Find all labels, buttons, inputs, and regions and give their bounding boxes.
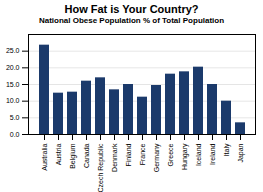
html-text:National Obese Population % of: National Obese Population % of Total Pop… bbox=[38, 16, 225, 25]
svg-text:Greece: Greece bbox=[167, 143, 174, 166]
svg-text:Denmark: Denmark bbox=[111, 143, 118, 172]
svg-text:Canada: Canada bbox=[83, 143, 90, 168]
svg-text:Austria: Austria bbox=[55, 143, 62, 165]
svg-text:Hungary: Hungary bbox=[181, 143, 189, 170]
svg-text:Germany: Germany bbox=[153, 143, 161, 172]
svg-text:Japan: Japan bbox=[237, 143, 245, 162]
svg-text:France: France bbox=[139, 143, 146, 165]
svg-text:15.0: 15.0 bbox=[6, 81, 20, 88]
svg-text:Ireland: Ireland bbox=[209, 143, 216, 165]
svg-text:Australia: Australia bbox=[41, 143, 48, 170]
svg-text:10.0: 10.0 bbox=[6, 97, 20, 104]
svg-text:0.0: 0.0 bbox=[10, 131, 20, 138]
svg-text:5.0: 5.0 bbox=[10, 114, 20, 121]
svg-text:Czech Republic: Czech Republic bbox=[97, 143, 105, 192]
html-text:How Fat is Your Country?: How Fat is Your Country? bbox=[64, 3, 199, 15]
svg-text:Italy: Italy bbox=[223, 143, 231, 156]
svg-text:25.0: 25.0 bbox=[6, 47, 20, 54]
svg-text:Finland: Finland bbox=[125, 143, 132, 166]
svg-text:Belgium: Belgium bbox=[69, 143, 77, 168]
svg-text:Iceland: Iceland bbox=[195, 143, 202, 166]
svg-text:20.0: 20.0 bbox=[6, 64, 20, 71]
